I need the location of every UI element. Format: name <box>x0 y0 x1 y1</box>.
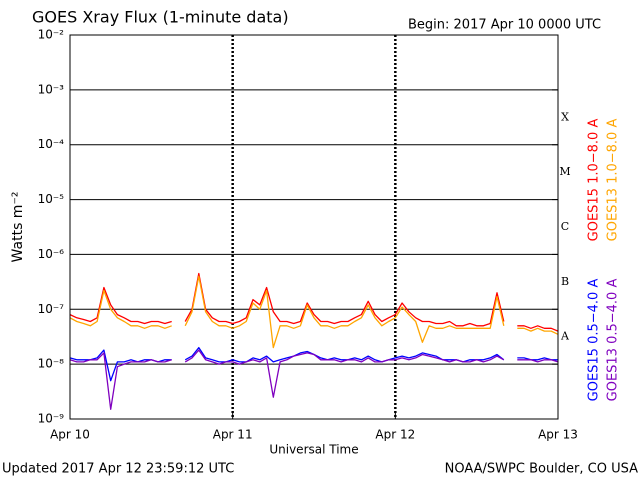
plot-frame <box>69 34 559 420</box>
chart-title: GOES Xray Flux (1-minute data) <box>32 8 289 27</box>
series-line <box>69 275 559 349</box>
x-tick-label: Apr 10 <box>50 428 90 442</box>
x-axis-label: Universal Time <box>269 443 358 457</box>
x-tick-label: Apr 13 <box>538 428 578 442</box>
y-tick-label: 10⁻⁴ <box>38 137 65 151</box>
legend-entry: GOES13 0.5−4.0 A <box>606 279 621 402</box>
y-axis-label: Watts m⁻² <box>10 192 26 263</box>
y-tick-label: 10⁻⁶ <box>38 247 65 261</box>
y-tick-label: 10⁻³ <box>38 82 65 96</box>
chart-subtitle: Begin: 2017 Apr 10 0000 UTC <box>408 18 601 33</box>
y-tick-label: 10⁻⁸ <box>38 357 65 371</box>
flare-class-label: M <box>559 165 570 178</box>
y-tick-label: 10⁻⁹ <box>38 412 65 426</box>
footer-credit: NOAA/SWPC Boulder, CO USA <box>445 462 638 477</box>
flare-class-label: B <box>561 275 569 288</box>
x-tick-label: Apr 11 <box>213 428 253 442</box>
y-tick-label: 10⁻⁵ <box>38 192 65 206</box>
flare-class-label: A <box>560 330 570 343</box>
y-tick-label: 10⁻⁷ <box>38 302 65 316</box>
y-tick-label: 10⁻² <box>38 28 65 42</box>
x-tick-label: Apr 12 <box>375 428 415 442</box>
flare-class-label: C <box>561 220 569 233</box>
series-line <box>69 272 559 332</box>
legend-entry: GOES13 1.0−8.0 A <box>606 119 621 242</box>
flare-class-label: X <box>561 110 569 123</box>
series-line <box>69 349 559 410</box>
legend-entry: GOES15 1.0−8.0 A <box>587 119 602 242</box>
legend-entry: GOES15 0.5−4.0 A <box>587 279 602 402</box>
footer-updated: Updated 2017 Apr 12 23:59:12 UTC <box>2 462 234 477</box>
